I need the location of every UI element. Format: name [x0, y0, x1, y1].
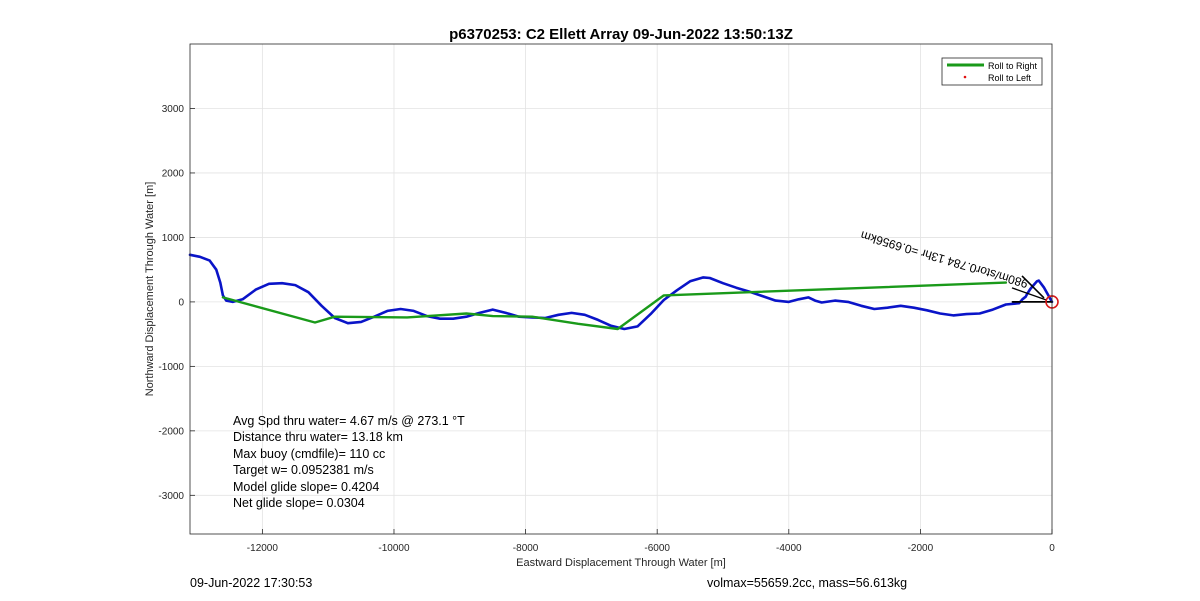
- stat-avg-speed: Avg Spd thru water= 4.67 m/s @ 273.1 °T: [233, 414, 465, 428]
- track-line-blue: [188, 253, 1054, 331]
- stat-max-buoy: Max buoy (cmdfile)= 110 cc: [233, 447, 385, 461]
- legend: Roll to Right Roll to Left: [941, 57, 1043, 86]
- stat-model-glide: Model glide slope= 0.4204: [233, 480, 379, 494]
- plot-area: [190, 44, 1052, 534]
- stats-block: Avg Spd thru water= 4.67 m/s @ 273.1 °T …: [233, 414, 465, 510]
- roll-right-line-green: [221, 281, 1008, 331]
- x-tick-label: -6000: [644, 543, 670, 554]
- x-tick-label: 0: [1049, 543, 1055, 554]
- y-tick-label: 2000: [162, 168, 185, 179]
- footer-mass-info: volmax=55659.2cc, mass=56.613kg: [707, 576, 908, 590]
- y-tick-label: 1000: [162, 233, 185, 244]
- x-tick-label: -12000: [247, 543, 279, 554]
- x-tick-label: -8000: [513, 543, 539, 554]
- legend-label-roll-left: Roll to Left: [988, 73, 1032, 83]
- x-tick-label: -2000: [908, 543, 934, 554]
- stat-distance: Distance thru water= 13.18 km: [233, 430, 403, 444]
- y-tick-label: 3000: [162, 104, 185, 115]
- footer-timestamp: 09-Jun-2022 17:30:53: [190, 576, 313, 590]
- grid-layer: [190, 44, 1053, 534]
- heading-arrow-line: [1011, 287, 1047, 301]
- y-tick-label: -3000: [158, 491, 184, 502]
- x-tick-label: -4000: [776, 543, 802, 554]
- stat-target-w: Target w= 0.0952381 m/s: [233, 463, 374, 477]
- x-axis-label: Eastward Displacement Through Water [m]: [516, 557, 726, 569]
- y-axis-label: Northward Displacement Through Water [m]: [144, 182, 156, 397]
- y-tick-label: -2000: [158, 426, 184, 437]
- heading-arrow-line: [1021, 275, 1045, 299]
- y-tick-label: 0: [178, 297, 184, 308]
- series-layer: [188, 253, 1059, 331]
- legend-label-roll-right: Roll to Right: [988, 61, 1038, 71]
- x-tick-label: -10000: [378, 543, 410, 554]
- y-tick-label: -1000: [158, 362, 184, 373]
- stat-net-glide: Net glide slope= 0.0304: [233, 496, 365, 510]
- legend-marker-roll-left: [963, 75, 967, 79]
- tick-layer: -12000 -10000 -8000 -6000 -4000 -2000 0-3000-2…: [158, 104, 1055, 554]
- legend-box: [941, 57, 1043, 86]
- plot-frame: [189, 43, 1053, 535]
- chart-title: p6370253: C2 Ellett Array 09-Jun-2022 13…: [449, 26, 793, 43]
